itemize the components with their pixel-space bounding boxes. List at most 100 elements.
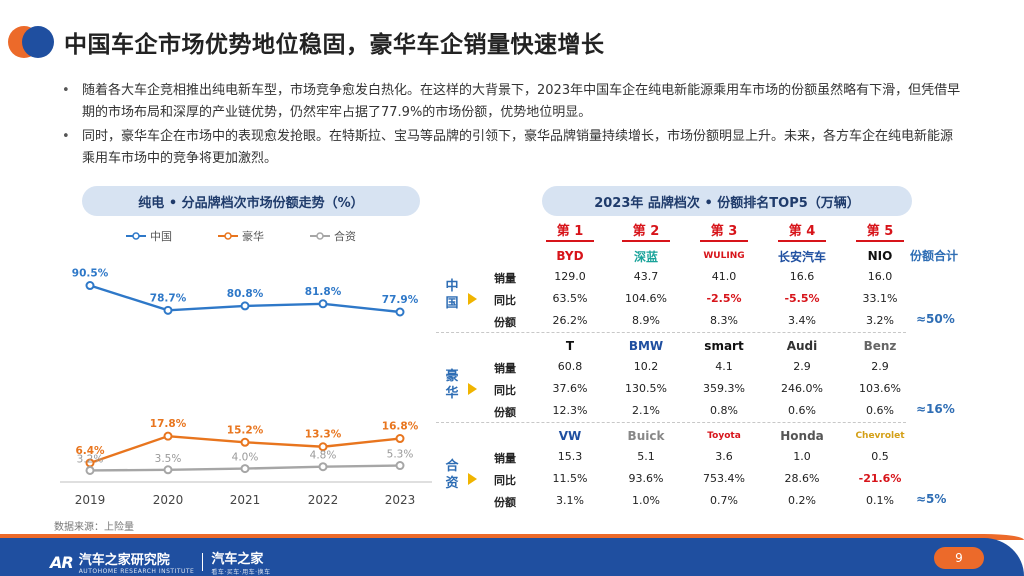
bullet-item: 随着各大车企竞相推出纯电新车型，市场竞争愈发白热化。在这样的大背景下，2023年… — [58, 80, 963, 124]
row-label: 销量 — [494, 452, 516, 465]
data-point — [240, 437, 250, 447]
table-cell: 93.6% — [628, 472, 664, 485]
legend-marker — [224, 232, 232, 240]
legend-marker — [316, 232, 324, 240]
honda-logo: Honda — [780, 429, 824, 443]
table-cell: 753.4% — [703, 472, 745, 485]
footer-brand2-sub: 看车·买车·用车·换车 — [211, 569, 271, 576]
x-tick-label: 2023 — [385, 493, 416, 507]
footer-brand-sub: AUTOHOME RESEARCH INSTITUTE — [78, 568, 195, 575]
data-point — [318, 442, 328, 452]
row-label: 份额 — [494, 406, 516, 419]
table-cell: 28.6% — [784, 472, 820, 485]
share-sum-value: ≈5% — [916, 492, 947, 506]
table-cell: 4.1 — [715, 360, 733, 373]
data-point — [318, 462, 328, 472]
table-cell: 16.6 — [789, 270, 815, 283]
group-label: 合 资 — [445, 459, 459, 491]
data-source: 数据来源：上险量 — [54, 522, 134, 533]
data-label: 17.8% — [150, 418, 187, 430]
rank-label: 第 2 — [622, 220, 670, 242]
table-cell: 0.1% — [866, 494, 894, 507]
group-label: 豪 华 — [445, 369, 459, 401]
nio-logo: NIO — [867, 249, 893, 263]
data-label: 4.8% — [310, 450, 337, 462]
x-tick-label: 2021 — [230, 493, 261, 507]
table-cell: 26.2% — [552, 314, 588, 327]
row-label: 同比 — [494, 474, 516, 487]
bullet-list: 随着各大车企竞相推出纯电新车型，市场竞争愈发白热化。在这样的大背景下，2023年… — [58, 80, 963, 172]
rank-label: 第 3 — [700, 220, 748, 242]
data-point — [163, 465, 173, 475]
data-label: 13.3% — [305, 429, 342, 441]
legend-item: 中国 — [126, 230, 172, 243]
data-label: 90.5% — [72, 268, 109, 280]
table-cell: 15.3 — [557, 450, 583, 463]
toyota-logo: Toyota — [707, 431, 741, 441]
ari-logo-icon: AR — [50, 552, 74, 572]
table-cell: 33.1% — [862, 292, 898, 305]
table-cell: -21.6% — [858, 472, 902, 485]
table-cell: 60.8 — [557, 360, 583, 373]
table-cell: 3.4% — [788, 314, 816, 327]
bmw-logo: BMW — [628, 339, 664, 353]
table-cell: 129.0 — [554, 270, 586, 283]
footer-logo: AR 汽车之家研究院 AUTOHOME RESEARCH INSTITUTE 汽… — [50, 548, 271, 576]
audi-logo: Audi — [786, 339, 818, 353]
legend-marker — [132, 232, 140, 240]
table-cell: -2.5% — [706, 292, 742, 305]
data-label: 6.4% — [75, 445, 105, 457]
table-cell: 11.5% — [552, 472, 588, 485]
legend-item: 豪华 — [218, 229, 264, 243]
top5-table: 第 1 第 2 第 3 第 4 第 5 份额合计 BYD 深蓝 WULING 长安汽车 NIO 中 国… — [436, 216, 976, 516]
table-cell: 37.6% — [552, 382, 588, 395]
footer-accent — [0, 534, 1024, 540]
table-title-pill: 2023年 品牌档次 • 份额排名TOP5（万辆） — [542, 186, 912, 216]
group-divider — [436, 422, 906, 423]
rank-label: 第 1 — [546, 220, 594, 242]
play-arrow-icon — [468, 293, 477, 305]
group-divider — [436, 332, 906, 333]
row-label: 同比 — [494, 384, 516, 397]
legend-label: 豪华 — [242, 229, 264, 243]
data-point — [395, 307, 405, 317]
table-cell: 246.0% — [781, 382, 823, 395]
mercedes-logo: Benz — [863, 339, 897, 353]
data-label: 80.8% — [227, 288, 264, 300]
table-cell: 2.9 — [793, 360, 811, 373]
buick-logo: Buick — [627, 429, 665, 443]
table-cell: 5.1 — [637, 450, 655, 463]
table-cell: 2.9 — [871, 360, 889, 373]
x-tick-label: 2019 — [75, 493, 106, 507]
table-cell: 104.6% — [625, 292, 667, 305]
chevrolet-logo: Chevrolet — [855, 431, 905, 441]
table-cell: -5.5% — [784, 292, 820, 305]
page-number: 9 — [934, 547, 984, 569]
table-cell: 0.7% — [710, 494, 738, 507]
data-label: 4.0% — [232, 452, 259, 464]
table-cell: 3.1% — [556, 494, 584, 507]
page-title: 中国车企市场优势地位稳固，豪华车企销量快速增长 — [64, 32, 605, 58]
table-cell: 103.6% — [859, 382, 901, 395]
table-cell: 8.9% — [632, 314, 660, 327]
table-cell: 1.0 — [793, 450, 811, 463]
table-cell: 3.6 — [715, 450, 733, 463]
data-point — [240, 464, 250, 474]
tesla-logo: T — [565, 339, 575, 353]
x-tick-label: 2022 — [308, 493, 339, 507]
footer-brand: 汽车之家研究院 — [78, 553, 170, 568]
deepal-logo: 深蓝 — [633, 249, 658, 264]
data-label: 3.2% — [77, 453, 104, 465]
table-cell: 0.5 — [871, 450, 889, 463]
data-label: 3.5% — [155, 453, 182, 465]
legend-label: 合资 — [334, 229, 356, 243]
chart-title-pill: 纯电 • 分品牌档次市场份额走势（%） — [82, 186, 420, 216]
data-point — [318, 299, 328, 309]
data-point — [395, 434, 405, 444]
data-point — [163, 305, 173, 315]
byd-logo: BYD — [556, 249, 584, 263]
legend-item: 合资 — [310, 229, 356, 243]
table-cell: 2.1% — [632, 404, 660, 417]
data-label: 5.3% — [387, 449, 414, 461]
share-sum-header: 份额合计 — [910, 249, 959, 263]
